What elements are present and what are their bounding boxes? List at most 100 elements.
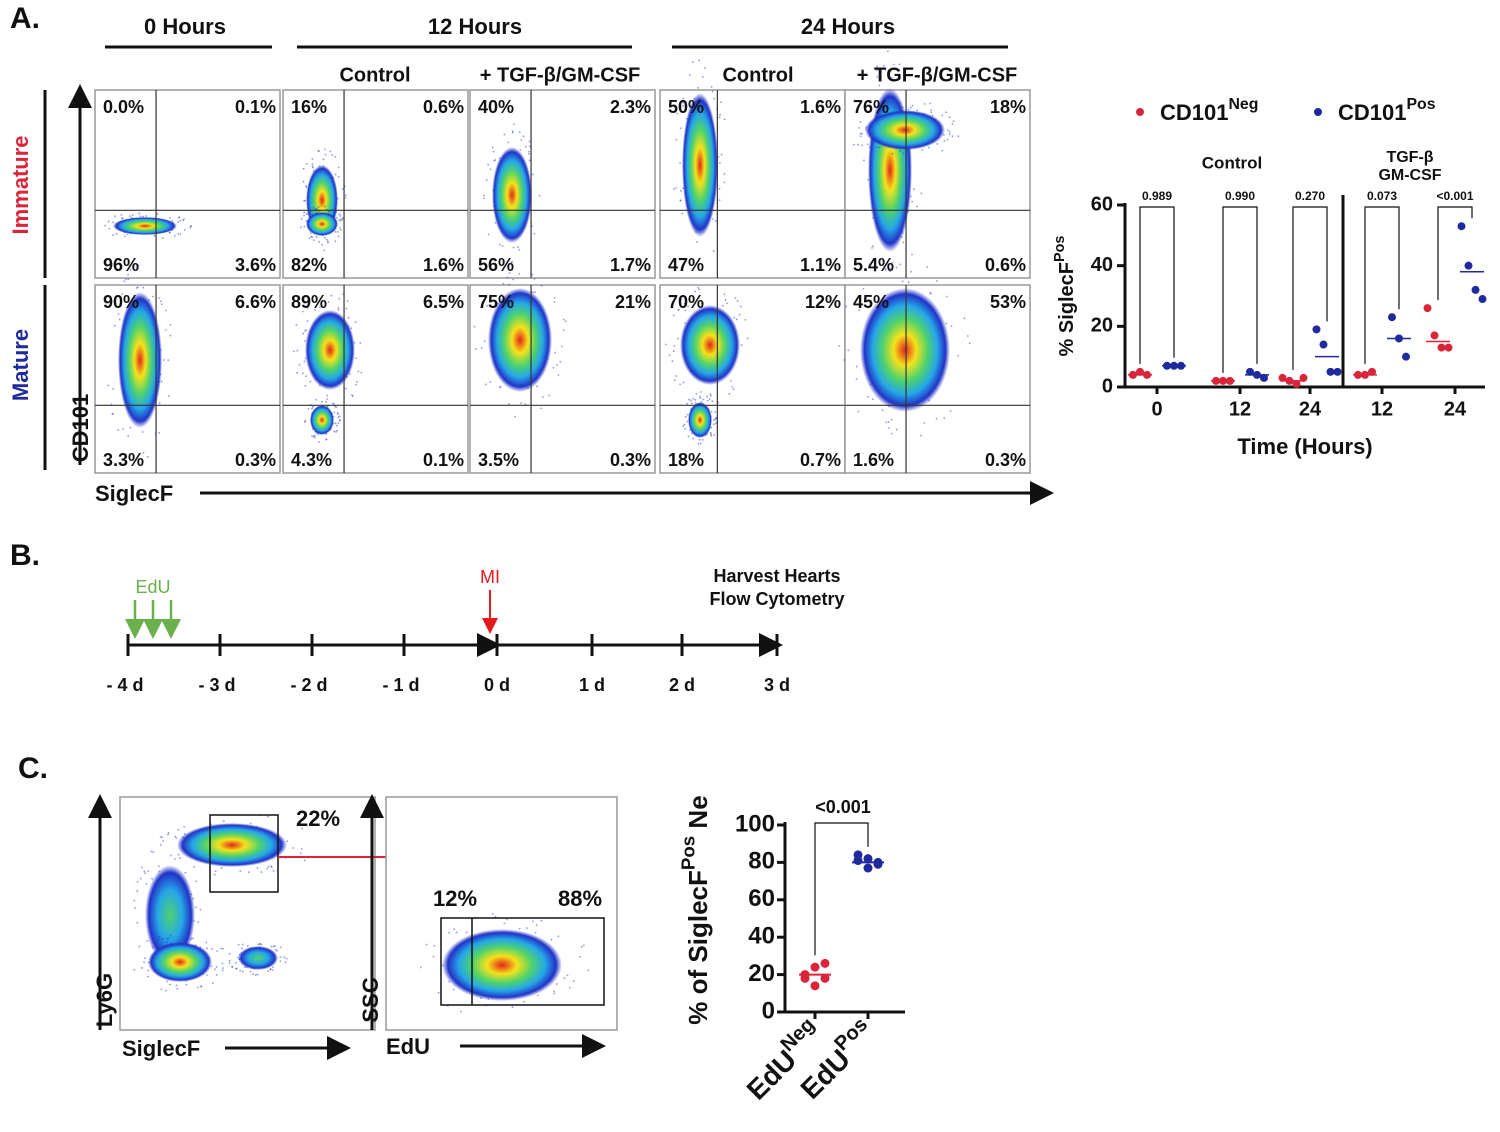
density-blob xyxy=(682,93,718,237)
density-dot xyxy=(884,267,887,270)
density-dot xyxy=(222,820,225,822)
density-dot xyxy=(127,278,130,281)
density-dot xyxy=(146,939,149,942)
density-dot xyxy=(356,380,358,383)
density-dot xyxy=(360,371,363,374)
density-dot xyxy=(534,291,537,294)
density-dot xyxy=(159,836,162,839)
density-dot xyxy=(168,231,171,234)
density-dot xyxy=(951,123,954,125)
density-dot xyxy=(193,865,195,868)
density-dot xyxy=(318,150,320,152)
label: <0.001 xyxy=(815,797,871,817)
density-dot xyxy=(127,435,130,437)
label: Control xyxy=(722,64,793,86)
density-dot xyxy=(249,970,252,973)
density-dot xyxy=(718,162,721,164)
density-dot xyxy=(452,988,455,991)
density-dot xyxy=(868,263,871,266)
density-dot xyxy=(553,990,556,993)
label: TGF-β xyxy=(1386,149,1433,166)
density-dot xyxy=(303,214,305,217)
density-dot xyxy=(492,150,495,153)
density-dot xyxy=(144,872,146,875)
density-dot xyxy=(160,303,163,306)
density-dot xyxy=(709,393,712,395)
density-dot xyxy=(156,212,159,215)
density-dot xyxy=(683,302,686,305)
density-dot xyxy=(899,150,902,153)
density-dot xyxy=(876,75,879,78)
density-dot xyxy=(324,153,327,156)
label: 24 Hours xyxy=(801,14,895,39)
density-dot xyxy=(718,116,721,119)
density-dot xyxy=(548,394,551,397)
density-dot xyxy=(235,962,237,964)
density-dot xyxy=(214,870,217,873)
density-dot xyxy=(936,142,939,145)
density-dot xyxy=(838,345,841,347)
density-dot xyxy=(334,405,337,408)
density-dot xyxy=(118,318,121,321)
density-dot xyxy=(664,343,667,346)
density-dot xyxy=(695,392,698,395)
density-dot xyxy=(330,294,333,297)
density-dot xyxy=(121,217,123,220)
data-point xyxy=(1430,331,1439,340)
density-dot xyxy=(511,130,514,133)
density-dot xyxy=(327,301,330,303)
label: 12% xyxy=(433,886,477,911)
density-dot xyxy=(557,374,560,376)
density-dot xyxy=(746,337,749,340)
density-dot xyxy=(910,270,913,273)
density-dot xyxy=(221,962,224,965)
density-dot xyxy=(890,418,893,421)
density-dot xyxy=(199,908,202,911)
density-dot xyxy=(304,199,307,202)
density-dot xyxy=(718,199,721,202)
density-dot xyxy=(957,354,959,357)
density-dot xyxy=(122,428,125,431)
density-dot xyxy=(886,50,889,53)
density-dot xyxy=(138,212,141,215)
density-dot xyxy=(673,379,676,382)
density-dot xyxy=(892,63,895,66)
density-dot xyxy=(165,309,167,312)
density-dot xyxy=(279,960,282,962)
density-dot xyxy=(519,149,522,151)
label: 18% xyxy=(668,450,704,470)
density-dot xyxy=(200,985,203,988)
density-dot xyxy=(947,129,949,132)
density-dot xyxy=(307,407,310,410)
label: SiglecF xyxy=(122,1036,200,1061)
density-dot xyxy=(292,847,295,849)
density-dot xyxy=(299,226,302,229)
density-dot xyxy=(732,388,735,391)
density-dot xyxy=(697,86,700,89)
density-dot xyxy=(167,833,169,836)
label: 47% xyxy=(668,255,704,275)
label: 0.3% xyxy=(985,450,1026,470)
density-dot xyxy=(340,218,342,221)
density-dot xyxy=(929,102,932,105)
density-dot xyxy=(873,106,876,109)
density-dot xyxy=(873,270,876,273)
density-dot xyxy=(228,962,231,964)
density-dot xyxy=(254,974,257,976)
density-dot xyxy=(260,871,263,873)
label: 3.6% xyxy=(235,255,276,275)
density-dot xyxy=(862,287,865,290)
density-dot xyxy=(920,434,923,437)
density-dot xyxy=(221,947,224,950)
density-dot xyxy=(507,141,510,144)
density-dot xyxy=(556,364,559,366)
label: Immature xyxy=(8,135,33,234)
density-dot xyxy=(210,948,213,950)
label: 82% xyxy=(291,255,327,275)
density-dot xyxy=(916,205,918,208)
bracket xyxy=(1437,206,1473,301)
density-dot xyxy=(306,162,308,165)
density-dot xyxy=(134,907,137,909)
density-dot xyxy=(166,980,168,983)
label: 40% xyxy=(478,97,514,117)
